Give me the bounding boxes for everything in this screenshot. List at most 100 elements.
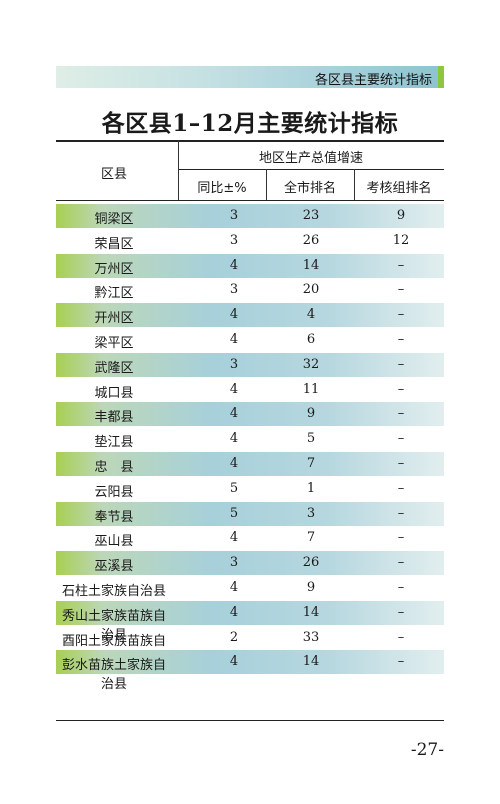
yoy-cell: 3 bbox=[229, 208, 239, 223]
group-rank-cell: – bbox=[397, 456, 405, 471]
region-cell: 梁平区 bbox=[94, 336, 134, 351]
city-rank-cell: 14 bbox=[302, 604, 320, 620]
table-row: 巫山县 4 7 – bbox=[56, 526, 444, 550]
region-cell: 城口县 bbox=[94, 385, 134, 401]
yoy-cell: 2 bbox=[229, 629, 239, 645]
city-rank-cell: 23 bbox=[302, 208, 320, 223]
region-cell: 丰都县 bbox=[94, 410, 134, 426]
yoy-cell: 4 bbox=[229, 431, 239, 447]
table-row: 武隆区 3 32 – bbox=[56, 352, 444, 377]
group-rank-cell: – bbox=[397, 381, 405, 397]
col-header-yoy: 同比±% bbox=[197, 181, 247, 196]
header-divider bbox=[266, 169, 267, 200]
group-rank-cell: – bbox=[397, 654, 405, 670]
yoy-cell: 5 bbox=[229, 480, 239, 496]
city-rank-cell: 26 bbox=[302, 555, 320, 571]
group-rank-cell: – bbox=[397, 604, 405, 620]
group-rank-cell: – bbox=[397, 555, 405, 571]
table-row: 石柱土家族自治县 4 9 – bbox=[56, 576, 444, 600]
city-rank-cell: 26 bbox=[302, 232, 320, 248]
region-cell: 武隆区 bbox=[94, 360, 134, 376]
page-number: -27- bbox=[410, 740, 444, 760]
group-rank-cell: – bbox=[397, 282, 405, 298]
city-rank-cell: 6 bbox=[306, 332, 316, 347]
table-row: 垫江县 4 5 – bbox=[56, 427, 444, 451]
table-row: 荣昌区 3 26 12 bbox=[56, 229, 444, 253]
group-rank-cell: – bbox=[397, 356, 405, 372]
group-rank-cell: – bbox=[397, 257, 405, 273]
table-row: 云阳县 5 1 – bbox=[56, 477, 444, 501]
footer-rule bbox=[56, 720, 444, 721]
table-row: 黔江区 3 20 – bbox=[56, 278, 444, 302]
col-header-group: 地区生产总值增速 bbox=[258, 151, 363, 166]
table-row: 巫溪县 3 26 – bbox=[56, 551, 444, 576]
col-header-city-rank: 全市排名 bbox=[283, 181, 336, 196]
city-rank-cell: 11 bbox=[302, 381, 320, 397]
group-rank-cell: – bbox=[397, 505, 405, 521]
table-row: 彭水苗族土家族自治县 4 14 – bbox=[56, 650, 444, 692]
group-rank-cell: – bbox=[397, 307, 405, 323]
group-rank-cell: – bbox=[397, 480, 405, 496]
header-mid-rule bbox=[178, 169, 444, 170]
table-row: 万州区 4 14 – bbox=[56, 253, 444, 278]
city-rank-cell: 33 bbox=[302, 629, 320, 645]
city-rank-cell: 14 bbox=[302, 257, 320, 273]
region-cell: 云阳县 bbox=[94, 484, 134, 500]
group-rank-cell: – bbox=[397, 530, 405, 546]
city-rank-cell: 9 bbox=[306, 406, 316, 422]
group-rank-cell: – bbox=[397, 431, 405, 447]
group-rank-cell: 12 bbox=[392, 232, 410, 248]
yoy-cell: 3 bbox=[229, 356, 239, 372]
city-rank-cell: 5 bbox=[306, 431, 316, 447]
page-title: 各区县1–12月主要统计指标 bbox=[101, 110, 399, 137]
yoy-cell: 4 bbox=[229, 456, 239, 471]
region-cell: 巫溪县 bbox=[94, 559, 134, 575]
table-row: 开州区 4 4 – bbox=[56, 303, 444, 328]
yoy-cell: 3 bbox=[229, 555, 239, 571]
city-rank-cell: 14 bbox=[302, 654, 320, 670]
region-cell: 垫江县 bbox=[94, 435, 134, 451]
header-divider bbox=[178, 140, 179, 200]
region-cell: 奉节县 bbox=[94, 509, 134, 525]
table-row: 奉节县 5 3 – bbox=[56, 501, 444, 526]
city-rank-cell: 7 bbox=[306, 530, 316, 546]
region-cell: 铜梁区 bbox=[94, 212, 134, 227]
table-row: 丰都县 4 9 – bbox=[56, 402, 444, 427]
city-rank-cell: 9 bbox=[306, 580, 316, 595]
col-header-region: 区县 bbox=[100, 167, 127, 182]
yoy-cell: 4 bbox=[229, 604, 239, 620]
col-header-group-rank: 考核组排名 bbox=[366, 181, 432, 196]
city-rank-cell: 32 bbox=[302, 356, 320, 372]
region-cell: 石柱土家族自治县 bbox=[61, 584, 166, 599]
header-bottom-rule bbox=[56, 200, 444, 201]
region-cell: 万州区 bbox=[94, 261, 134, 277]
yoy-cell: 4 bbox=[229, 654, 239, 670]
yoy-cell: 4 bbox=[229, 257, 239, 273]
yoy-cell: 5 bbox=[229, 505, 239, 521]
yoy-cell: 3 bbox=[229, 232, 239, 248]
city-rank-cell: 1 bbox=[306, 480, 316, 496]
yoy-cell: 4 bbox=[229, 307, 239, 323]
region-cell: 秀山土家族苗族自治县 bbox=[61, 608, 166, 643]
yoy-cell: 4 bbox=[229, 530, 239, 546]
yoy-cell: 4 bbox=[229, 580, 239, 595]
table-row: 铜梁区 3 23 9 bbox=[56, 204, 444, 228]
yoy-cell: 4 bbox=[229, 406, 239, 422]
city-rank-cell: 20 bbox=[302, 282, 320, 298]
table-row: 城口县 4 11 – bbox=[56, 378, 444, 402]
yoy-cell: 4 bbox=[229, 381, 239, 397]
section-title: 各区县主要统计指标 bbox=[314, 73, 432, 88]
section-header-bar: 各区县主要统计指标 bbox=[56, 66, 444, 88]
table-top-rule bbox=[56, 140, 444, 142]
region-cell: 黔江区 bbox=[94, 286, 134, 302]
yoy-cell: 4 bbox=[229, 332, 239, 347]
group-rank-cell: 9 bbox=[396, 208, 406, 223]
city-rank-cell: 7 bbox=[306, 456, 316, 471]
table-row: 梁平区 4 6 – bbox=[56, 328, 444, 352]
city-rank-cell: 4 bbox=[306, 307, 316, 323]
region-cell: 开州区 bbox=[94, 311, 134, 327]
region-cell: 荣昌区 bbox=[94, 236, 134, 252]
group-rank-cell: – bbox=[397, 332, 405, 347]
city-rank-cell: 3 bbox=[306, 505, 316, 521]
table-row: 忠 县 4 7 – bbox=[56, 452, 444, 476]
